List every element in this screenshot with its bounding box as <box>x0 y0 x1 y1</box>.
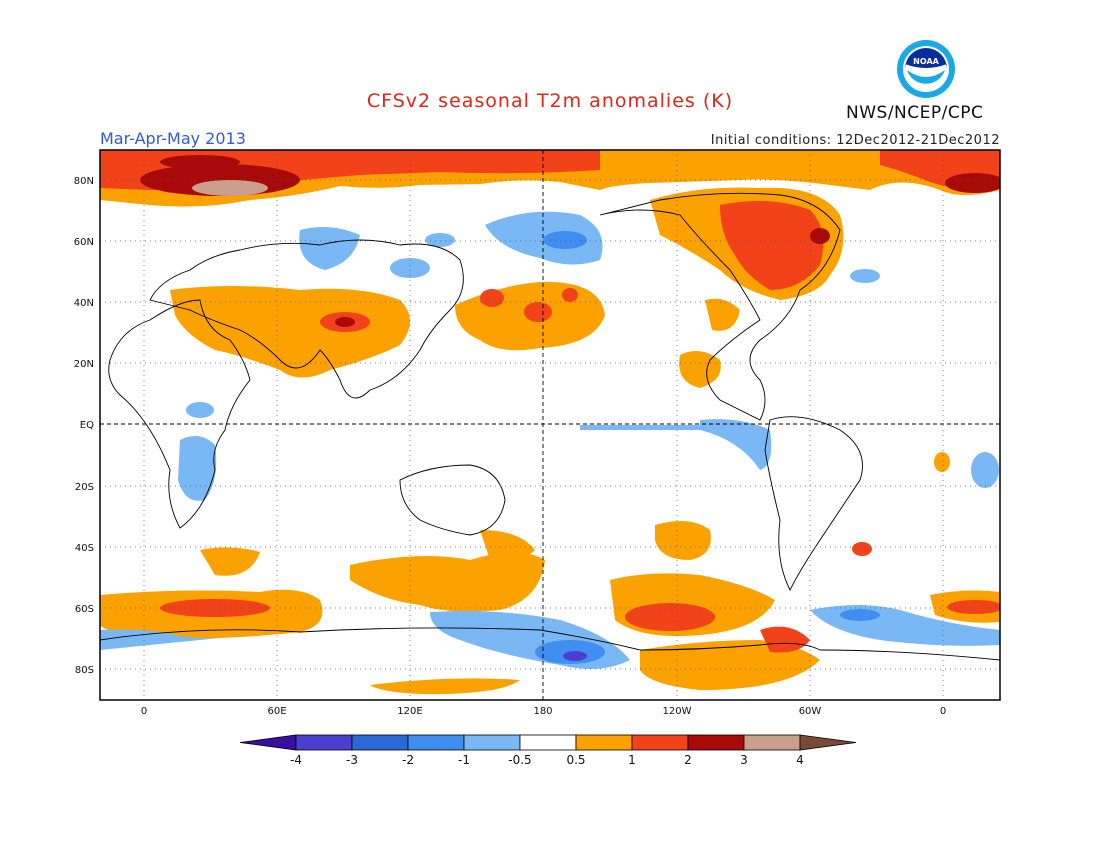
lon-label: 120E <box>397 706 422 717</box>
lat-label: 20S <box>75 482 94 493</box>
lon-label: 0 <box>940 706 946 717</box>
noaa-logo-icon: NOAA <box>897 40 955 98</box>
colorbar: -4 -3 -2 -1 -0.5 0.5 1 2 3 4 <box>239 734 857 767</box>
weddell-cool-core <box>840 609 880 621</box>
eq-cool-line <box>580 425 700 430</box>
colorbar-segment <box>519 734 577 751</box>
lat-label: 80N <box>74 176 94 187</box>
lat-label: EQ <box>80 420 94 431</box>
argentina-warm <box>852 542 872 556</box>
colorbar-label: -2 <box>402 753 414 767</box>
lat-label: 20N <box>74 359 94 370</box>
colorbar-arrow-low <box>239 734 297 751</box>
map-title: CFSv2 seasonal T2m anomalies (K) <box>366 90 734 112</box>
brazil-warm <box>934 452 950 472</box>
ross-strong-core <box>563 651 587 661</box>
antarctic-cool-west <box>100 629 240 650</box>
south-atlantic-cool <box>971 452 999 488</box>
canada-warm-core <box>720 201 824 290</box>
map-frame <box>99 149 1001 701</box>
arctic-extreme-core <box>192 180 268 196</box>
lat-label: 40N <box>74 298 94 309</box>
colorbar-segment <box>407 734 465 751</box>
initial-conditions-label: Initial conditions: 12Dec2012-21Dec2012 <box>710 133 1000 148</box>
peninsula-warm <box>760 626 810 653</box>
lat-label: 60N <box>74 237 94 248</box>
lat-label: 80S <box>75 665 94 676</box>
lon-label: 120W <box>663 706 692 717</box>
us-east-warm <box>705 298 740 331</box>
labrador-strong <box>810 228 830 244</box>
asia-warm-area <box>170 286 410 378</box>
s-indian-warm <box>350 552 545 612</box>
lon-label: 60W <box>799 706 822 717</box>
colorbar-label: 2 <box>684 753 692 767</box>
madagascar-warm <box>200 547 260 576</box>
colorbar-label: -4 <box>290 753 302 767</box>
colorbar-segment <box>631 734 689 751</box>
kamchatka-cool <box>425 233 455 247</box>
agency-label: NWS/NCEP/CPC <box>846 103 984 123</box>
colorbar-segment <box>575 734 633 751</box>
npacific-warm-core-2 <box>524 302 552 322</box>
colorbar-segment <box>687 734 745 751</box>
colorbar-label: 3 <box>740 753 748 767</box>
colorbar-segment <box>295 734 353 751</box>
colorbar-label: 4 <box>796 753 804 767</box>
lat-label: 60S <box>75 604 94 615</box>
colorbar-segment <box>743 734 801 751</box>
lat-label: 40S <box>75 543 94 554</box>
antarctic-interior-warm <box>370 678 520 695</box>
colorbar-label: 1 <box>628 753 636 767</box>
colorbar-segment <box>463 734 521 751</box>
arctic-strong-east <box>945 173 1000 193</box>
antarctica-coast <box>100 627 1000 661</box>
lon-label: 60E <box>267 706 286 717</box>
australia-coast <box>399 464 506 536</box>
lon-label: 0 <box>141 706 147 717</box>
eq-pacific-cool <box>700 419 772 470</box>
colorbar-label: 0.5 <box>566 753 585 767</box>
lon-axis: 0 60E 120E 180 120W 60W 0 <box>141 706 946 717</box>
colorbar-arrow-high <box>799 734 857 751</box>
mongolia-cool <box>390 258 430 278</box>
eurasia-coast <box>149 239 464 399</box>
gulf-warm <box>679 351 721 388</box>
lat-axis: 80N 60N 40N 20N EQ 20S 40S 60S 80S <box>74 176 94 676</box>
bering-cool-core <box>543 231 587 249</box>
africa-coast <box>108 299 251 529</box>
coastlines <box>100 192 1000 661</box>
season-label: Mar-Apr-May 2013 <box>100 129 246 148</box>
colorbar-label: -3 <box>346 753 358 767</box>
south-america-coast <box>764 416 863 592</box>
siberia-cool <box>299 226 360 270</box>
east-africa-cool <box>186 402 214 418</box>
tasman-warm <box>480 530 535 562</box>
colorbar-label: -0.5 <box>508 753 531 767</box>
arctic-strong-west <box>160 155 240 169</box>
lon-label: 180 <box>533 706 552 717</box>
s-pacific-warm-1 <box>655 521 711 560</box>
npacific-warm-core-3 <box>562 288 578 302</box>
logo-text: NOAA <box>913 57 939 66</box>
anomaly-shading <box>100 150 1000 695</box>
asia-strong-core <box>335 317 355 327</box>
colorbar-label: -1 <box>458 753 470 767</box>
npacific-warm-core-1 <box>480 289 504 307</box>
s-atlantic-east-core <box>947 600 1000 614</box>
colorbar-segment <box>351 734 409 751</box>
s-pacific-warm-core <box>625 603 715 631</box>
north-america-coast <box>599 192 841 421</box>
graticule <box>100 150 1000 700</box>
atlantic-cool <box>850 269 880 283</box>
antarctic-warm <box>640 640 820 690</box>
africa-cool <box>178 436 217 501</box>
